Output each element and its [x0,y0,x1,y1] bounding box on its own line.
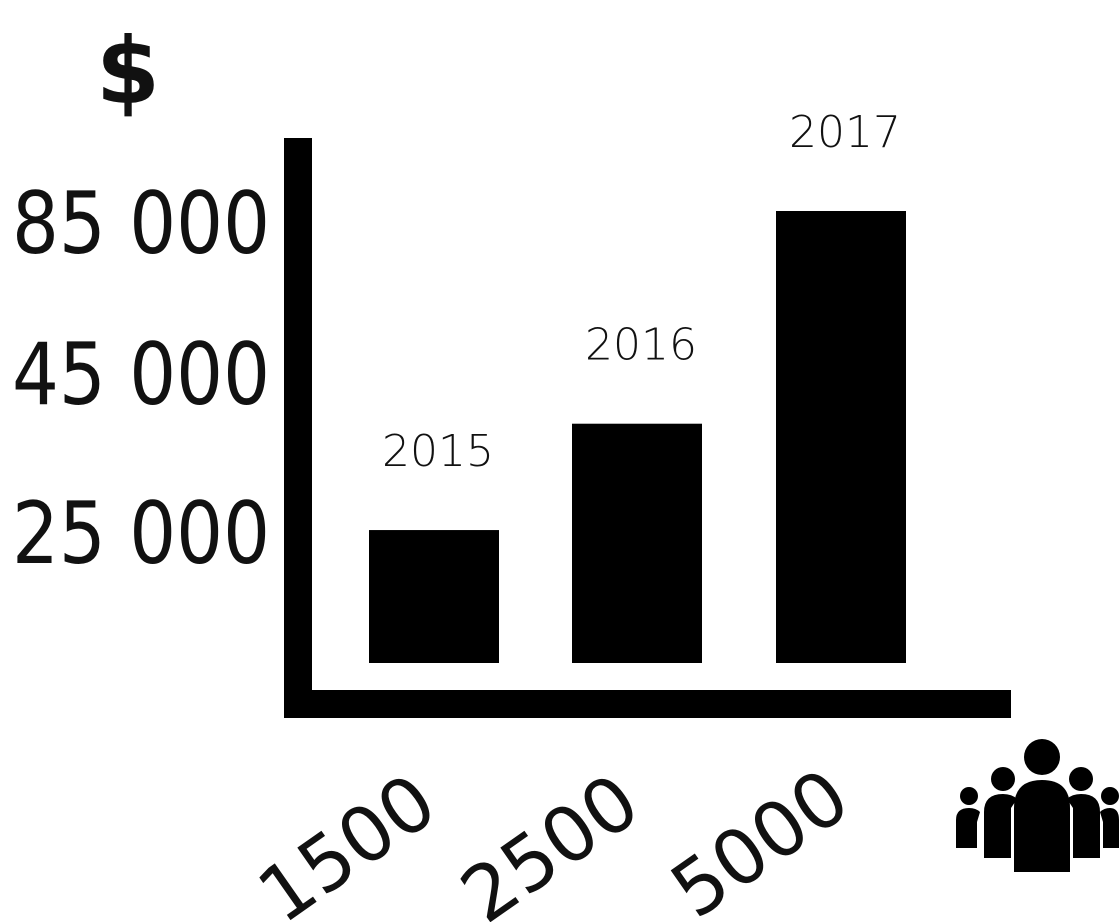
y-axis-label: $ [96,18,160,125]
y-tick-labels: 85 000 45 000 25 000 [12,174,270,584]
x-axis-line [284,690,1011,718]
x-tick-label-2500: 2500 [445,756,654,922]
y-axis-line [284,138,312,718]
bar-labels: 2015 2016 2017 [382,107,901,477]
people-group-icon [956,739,1119,872]
bar-2500 [572,423,702,663]
x-tick-label-1500: 1500 [242,756,451,922]
bar-5000 [776,211,906,663]
y-tick-label-1: 45 000 [12,325,270,425]
bar-1500 [369,530,499,663]
y-tick-label-0: 85 000 [12,174,270,274]
bars [369,211,906,663]
bar-label-2: 2017 [789,107,901,158]
bar-label-1: 2016 [585,320,697,371]
bar-label-0: 2015 [382,426,494,477]
x-tick-label-5000: 5000 [655,751,864,922]
y-tick-label-2: 25 000 [12,484,270,584]
